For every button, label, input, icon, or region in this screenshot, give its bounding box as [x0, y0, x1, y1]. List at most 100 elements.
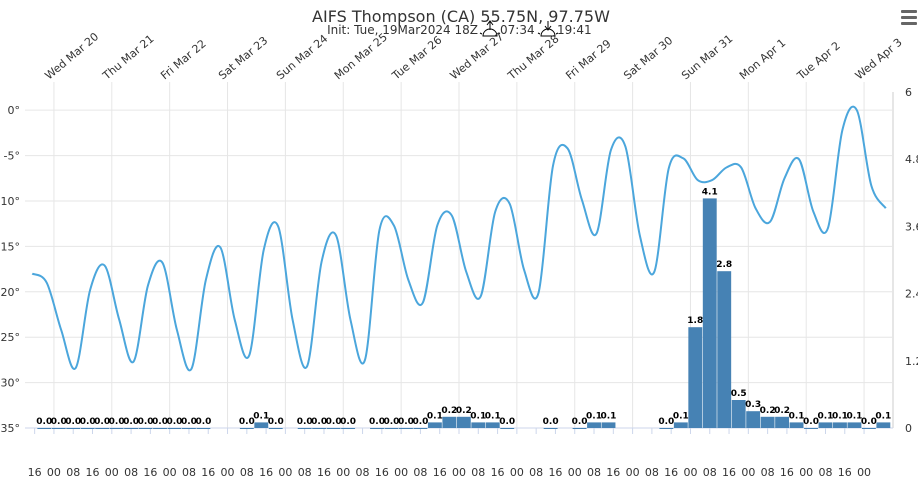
x-tick-label: 00: [221, 466, 235, 479]
temperature-line: [31, 105, 887, 372]
bar-label: 0.0: [384, 417, 400, 427]
bar-label: 0.0: [138, 417, 154, 427]
x-tick-label: 08: [66, 466, 80, 479]
y-tick-label: -20°: [0, 286, 20, 299]
precip-bar: [326, 428, 341, 429]
x-tick-label: 08: [471, 466, 485, 479]
precip-bar: [876, 422, 891, 428]
bar-label: 0.0: [543, 417, 559, 427]
bar-label: 1.8: [687, 316, 703, 326]
y2-tick-label: 0: [905, 422, 912, 435]
precip-bar: [239, 428, 254, 429]
date-label: Fri Mar 29: [563, 37, 613, 82]
precip-bar: [384, 428, 399, 429]
x-tick-label: 00: [741, 466, 755, 479]
precip-bar: [456, 416, 471, 428]
precip-bar: [861, 428, 876, 429]
bar-label: 0.5: [731, 389, 747, 399]
bar-label: 0.1: [846, 411, 862, 421]
y-tick-label: -30°: [0, 377, 20, 390]
x-tick-label: 00: [278, 466, 292, 479]
x-tick-label: 08: [818, 466, 832, 479]
date-label: Wed Mar 20: [43, 30, 102, 82]
precip-bar: [413, 428, 428, 429]
precip-bar: [818, 422, 833, 428]
precip-bar: [833, 422, 847, 428]
bar-label: 0.0: [51, 417, 67, 427]
precip-bar: [746, 411, 761, 428]
sunrise-icon: [479, 20, 501, 37]
precip-bar: [775, 416, 790, 428]
y2-tick-label: 6: [905, 86, 912, 99]
bar-label: 0.0: [239, 417, 255, 427]
precip-bar: [717, 271, 732, 428]
bar-label: 0.2: [774, 406, 790, 416]
x-tick-label: 00: [799, 466, 813, 479]
x-tick-label: 00: [568, 466, 582, 479]
x-tick-label: 00: [105, 466, 119, 479]
bar-label: 0.0: [369, 417, 385, 427]
bar-label: 0.2: [456, 406, 472, 416]
bar-label: 0.0: [311, 417, 327, 427]
date-label: Sun Mar 31: [679, 32, 735, 82]
bar-label: 0.0: [398, 417, 414, 427]
sunset-time: 19:41: [557, 23, 592, 37]
precip-bar: [268, 428, 283, 429]
precip-bar: [485, 422, 500, 428]
precip-bar: [500, 428, 515, 429]
x-tick-label: 08: [356, 466, 370, 479]
bar-label: 0.0: [572, 417, 588, 427]
bar-label: 0.1: [470, 411, 486, 421]
precip-bar: [138, 428, 153, 429]
bar-label: 2.8: [716, 260, 732, 270]
bar-label: 0.0: [109, 417, 125, 427]
x-tick-label: 08: [587, 466, 601, 479]
y-tick-label: -10°: [0, 195, 20, 208]
chart-title: AIFS Thompson (CA) 55.75N, 97.75W: [312, 7, 610, 26]
bar-label: 0.2: [760, 406, 776, 416]
precip-bar: [572, 428, 587, 429]
bar-label: 0.0: [499, 417, 515, 427]
precip-bar: [804, 428, 818, 429]
bar-label: 0.3: [745, 400, 761, 410]
bar-label: 0.0: [36, 417, 52, 427]
date-label: Sat Mar 23: [216, 34, 270, 82]
precip-bar: [297, 428, 312, 429]
date-label: Mon Mar 25: [332, 31, 390, 83]
bar-label: 0.0: [412, 417, 428, 427]
bar-label: 4.1: [702, 187, 718, 197]
date-label: Thu Mar 21: [100, 32, 157, 83]
precip-bar: [312, 428, 327, 429]
precip-bar: [109, 428, 124, 429]
date-label: Thu Mar 28: [505, 32, 562, 83]
bar-label: 0.0: [340, 417, 356, 427]
x-tick-label: 08: [645, 466, 659, 479]
x-tick-label: 00: [394, 466, 408, 479]
date-label: Tue Apr 2: [794, 39, 843, 83]
x-tick-label: 00: [163, 466, 177, 479]
x-tick-label: 00: [857, 466, 871, 479]
x-tick-label: 16: [722, 466, 736, 479]
bar-label: 0.1: [427, 411, 443, 421]
precip-bar: [153, 428, 167, 429]
x-tick-label: 08: [182, 466, 196, 479]
x-tick-label: 00: [452, 466, 466, 479]
bar-label: 0.0: [268, 417, 284, 427]
bar-label: 0.1: [586, 411, 602, 421]
bar-label: 0.1: [818, 411, 834, 421]
bar-label: 0.1: [485, 411, 501, 421]
date-label: Wed Mar 27: [448, 30, 507, 82]
x-tick-label: 16: [548, 466, 562, 479]
menu-button[interactable]: [901, 10, 917, 25]
precip-bar: [196, 428, 211, 429]
bar-label: 0.0: [94, 417, 110, 427]
bar-label: 0.0: [297, 417, 313, 427]
precip-bar: [66, 428, 81, 429]
x-tick-label: 16: [491, 466, 505, 479]
bar-label: 0.0: [167, 417, 183, 427]
x-tick-label: 16: [664, 466, 678, 479]
bar-label: 0.1: [253, 411, 269, 421]
x-tick-label: 08: [413, 466, 427, 479]
precip-bar: [688, 327, 703, 428]
